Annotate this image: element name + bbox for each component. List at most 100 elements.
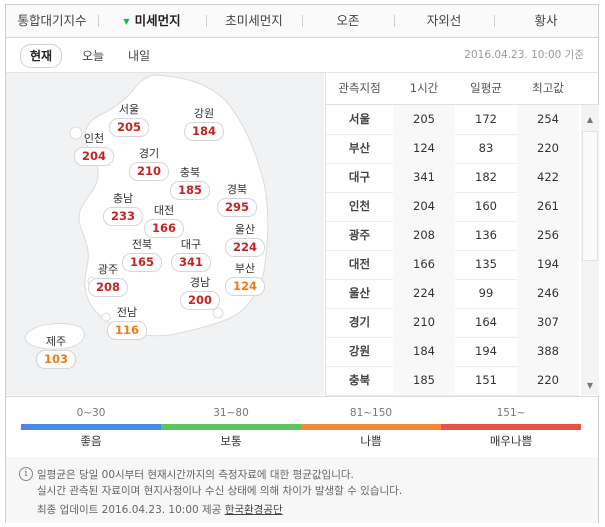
- legend-range: 151~: [496, 407, 526, 419]
- tab-fine-dust[interactable]: ▼ 미세먼지: [98, 5, 206, 37]
- region-gangwon[interactable]: 강원 184: [180, 107, 228, 141]
- region-busan[interactable]: 부산 124: [221, 262, 269, 296]
- header-hourly: 1시간: [409, 81, 439, 95]
- scrollbar-thumb[interactable]: [582, 131, 598, 261]
- daily-average-cell: 160: [475, 199, 497, 213]
- region-gyeongnam[interactable]: 경남 200: [176, 276, 224, 310]
- region-daegu[interactable]: 대구 341: [167, 238, 215, 272]
- reference-timestamp: 2016.04.23. 10:00 기준: [464, 49, 584, 61]
- maximum-value-cell: 246: [517, 279, 579, 308]
- provider-link[interactable]: 한국환경공단: [224, 504, 283, 516]
- region-value: 295: [217, 198, 257, 217]
- legend-label: 나쁨: [360, 434, 382, 448]
- region-chungbuk[interactable]: 충북 185: [166, 166, 214, 200]
- region-value: 205: [109, 118, 149, 137]
- legend-label: 보통: [220, 434, 242, 448]
- station-name-cell: 대전: [348, 257, 371, 271]
- region-jeju[interactable]: 제주 103: [32, 335, 80, 369]
- update-text: 최종 업데이트 2016.04.23. 10:00 제공: [37, 504, 222, 516]
- region-value: 124: [225, 277, 265, 296]
- daily-average-cell: 135: [475, 257, 497, 271]
- region-name: 대구: [180, 238, 202, 251]
- station-name-cell: 인천: [348, 199, 371, 213]
- region-value: 233: [103, 207, 143, 226]
- daily-average-cell: 151: [475, 373, 497, 387]
- tab-yellow-dust[interactable]: 황사: [494, 5, 598, 37]
- pollutant-tab-bar: 통합대기지수 ▼ 미세먼지 초미세먼지 오존 자외선 황사: [6, 5, 598, 38]
- region-chungnam[interactable]: 충남 233: [99, 192, 147, 226]
- region-seoul[interactable]: 서울 205: [105, 103, 153, 137]
- triangle-down-icon: ▼: [123, 16, 130, 26]
- region-incheon[interactable]: 인천 204: [70, 132, 118, 166]
- legend-bar: [301, 424, 441, 430]
- table-header: 관측지점 1시간 일평균 최고값: [326, 73, 599, 105]
- legend-bar: [161, 424, 301, 430]
- table-row: 충북 185 151 220: [326, 366, 579, 396]
- region-name: 서울: [118, 103, 140, 116]
- region-name: 강원: [193, 107, 215, 120]
- table-scrollbar[interactable]: ▲ ▼: [581, 105, 599, 395]
- tab-divider: [494, 15, 495, 27]
- scroll-down-arrow-icon[interactable]: ▼: [586, 381, 594, 390]
- subtab-today[interactable]: 오늘: [82, 49, 105, 63]
- tab-divider: [98, 15, 99, 27]
- legend-good: 0~30 좋음: [21, 397, 161, 449]
- table-row: 울산 224 99 246: [326, 279, 579, 309]
- region-name: 충남: [112, 192, 134, 205]
- region-gwangju[interactable]: 광주 208: [84, 263, 132, 297]
- subtab-current[interactable]: 현재: [20, 44, 63, 68]
- hourly-value-cell: 224: [393, 279, 455, 308]
- region-name: 대전: [153, 204, 175, 217]
- daily-average-cell: 83: [478, 141, 494, 155]
- region-value: 224: [225, 238, 265, 257]
- legend-normal: 31~80 보통: [161, 397, 301, 449]
- info-icon: i: [19, 467, 33, 481]
- region-value: 166: [144, 219, 184, 238]
- header-maximum: 최고값: [532, 81, 564, 95]
- station-name-cell: 부산: [348, 141, 371, 155]
- table-row: 서울 205 172 254: [326, 105, 579, 135]
- korea-map: 서울 205 강원 184 인천 204 경기 210 충북 185 충남 233 대전 16…: [6, 73, 324, 395]
- tab-label: 오존: [336, 13, 360, 28]
- station-name-cell: 충북: [348, 373, 371, 387]
- tab-integrated-index[interactable]: 통합대기지수: [6, 5, 98, 37]
- region-ulsan[interactable]: 울산 224: [221, 223, 269, 257]
- region-value: 210: [129, 162, 169, 181]
- daily-average-cell: 172: [475, 112, 497, 126]
- region-gyeongbuk[interactable]: 경북 295: [213, 183, 261, 217]
- region-value: 185: [170, 181, 210, 200]
- legend-bar: [21, 424, 161, 430]
- tab-divider: [394, 15, 395, 27]
- scroll-up-arrow-icon[interactable]: ▲: [586, 115, 594, 124]
- tab-uv[interactable]: 자외선: [394, 5, 494, 37]
- region-daejeon[interactable]: 대전 166: [140, 204, 188, 238]
- region-gyeonggi[interactable]: 경기 210: [125, 147, 173, 181]
- update-source: 최종 업데이트 2016.04.23. 10:00 제공 한국환경공단: [37, 502, 283, 517]
- daily-average-cell: 136: [475, 228, 497, 242]
- maximum-value-cell: 220: [517, 134, 579, 163]
- region-jeonbuk[interactable]: 전북 165: [118, 238, 166, 272]
- maximum-value-cell: 261: [517, 192, 579, 221]
- tab-ozone[interactable]: 오존: [302, 5, 394, 37]
- station-name-cell: 대구: [348, 170, 371, 184]
- station-name-cell: 울산: [348, 286, 371, 300]
- note-line-realtime: 실시간 관측된 자료이며 현지사정이나 수신 상태에 의해 차이가 발생할 수 …: [37, 485, 403, 497]
- tab-label: 황사: [534, 13, 558, 28]
- table-row: 강원 184 194 388: [326, 337, 579, 367]
- daily-average-cell: 164: [475, 315, 497, 329]
- maximum-value-cell: 256: [517, 221, 579, 250]
- region-jeonnam[interactable]: 전남 116: [103, 306, 151, 340]
- legend-bar: [441, 424, 581, 430]
- region-name: 충북: [179, 166, 201, 179]
- hourly-value-cell: 204: [393, 192, 455, 221]
- header-daily-average: 일평균: [470, 81, 502, 95]
- tab-divider: [206, 15, 207, 27]
- hourly-value-cell: 166: [393, 250, 455, 279]
- tab-ultrafine-dust[interactable]: 초미세먼지: [206, 5, 302, 37]
- subtab-tomorrow[interactable]: 내일: [128, 49, 151, 63]
- hourly-value-cell: 208: [393, 221, 455, 250]
- region-name: 울산: [234, 223, 256, 236]
- hourly-value-cell: 185: [393, 366, 455, 395]
- maximum-value-cell: 388: [517, 337, 579, 366]
- daily-average-cell: 99: [478, 286, 494, 300]
